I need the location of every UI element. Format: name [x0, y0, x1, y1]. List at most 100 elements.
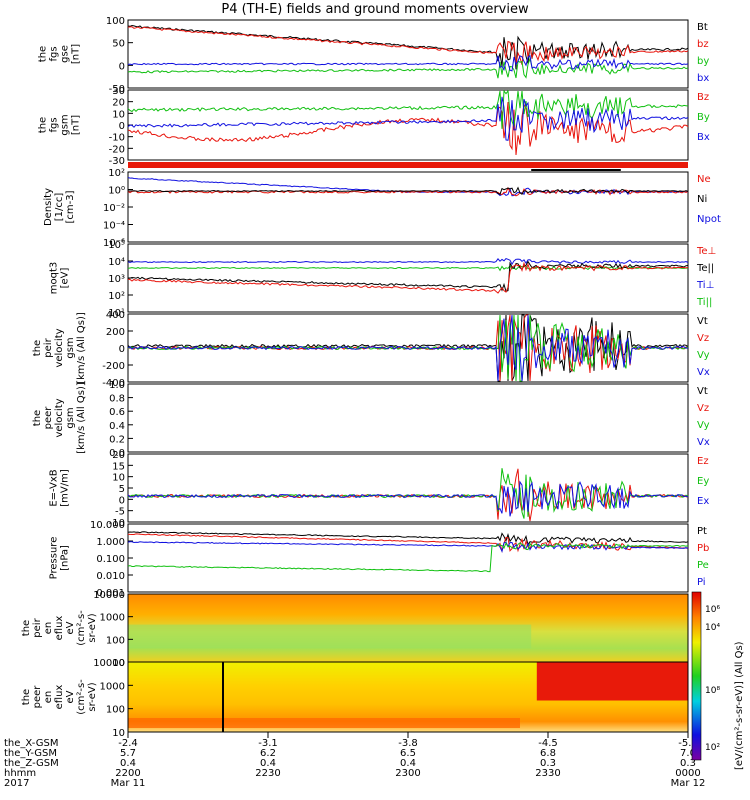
legend-Bz: Bz — [697, 92, 709, 103]
xtick-value: Mar 12 — [671, 778, 706, 789]
ylabel-peir-velocity: thepeirvelocitygsm[km/s (All Qs)] — [32, 312, 87, 384]
legend-bz: bz — [697, 39, 709, 50]
colorbar: 10⁸ 10⁶ 10⁴ 10² [eV/(cm²-s-sr-eV)] (All … — [691, 591, 745, 770]
burst-indicator — [531, 169, 621, 171]
By-line — [127, 89, 689, 129]
panel-fgs-bt: 100 50 0 -50 thefgsgse[nT] Bt bz by bx — [38, 16, 710, 95]
colorbar-label: [eV/(cm²-s-sr-eV)] (All Qs) — [734, 641, 745, 770]
legend-Ni: Ni — [697, 194, 707, 205]
ytick-label: 30 — [112, 86, 125, 97]
colorbar-scale — [691, 591, 702, 761]
Te-perp-line — [127, 261, 689, 294]
ytick-label: 10 — [112, 728, 125, 739]
ytick-label: 10³ — [108, 274, 125, 285]
legend-Pt: Pt — [697, 526, 707, 537]
xtick-value: 0.4 — [260, 758, 276, 769]
panel-pressure: 10.000 1.000 0.100 0.010 0.001 Pressure[nPa] P… — [49, 520, 710, 599]
ytick-label: -10 — [109, 518, 125, 529]
panel-peer-spec: 10000 1000 100 10 thepeerenefluxeV(cm²-s-sr-… — [21, 658, 689, 739]
frame-temperature — [127, 243, 689, 313]
ytick-label: 0.4 — [109, 421, 125, 432]
ytick-label: 0 — [119, 121, 125, 132]
panel-peer-velocity: 1.0 0.8 0.6 0.4 0.2 0.0 thepeervelocitygsm[km/… — [32, 380, 710, 459]
xtick-value: 5.7 — [120, 748, 136, 759]
xtick-value: 0.4 — [400, 758, 416, 769]
ylabel-efield: E=-VxB[mV/m] — [49, 469, 71, 507]
ytick-label: 10² — [108, 291, 125, 302]
legend-Pe: Pe — [697, 560, 709, 571]
ylabel-peir-spec: thepeirenefluxeV(cm²-s-sr-eV) — [21, 610, 98, 646]
xtick-value: 6.5 — [400, 748, 416, 759]
ytick-label: 1000 — [100, 613, 125, 624]
legend-Vt: Vt — [697, 386, 708, 397]
ytick-label: 0.8 — [109, 394, 125, 405]
ytick-label: 0.001 — [96, 588, 125, 599]
legend-Vx: Vx — [697, 367, 710, 378]
legend-Vy: Vy — [697, 420, 710, 431]
xtick-value: 2300 — [395, 768, 420, 779]
legend-Ti||: Ti|| — [696, 297, 712, 308]
ytick-label: 20 — [112, 98, 125, 109]
xaxis-row-label: the_X-GSM — [4, 738, 58, 749]
ytick-label: 0 — [119, 495, 125, 506]
ytick-label: -10 — [109, 133, 125, 144]
colorbar-tick-0: 10⁸ — [705, 686, 720, 696]
Ex-line — [127, 480, 689, 517]
plot-title: P4 (TH-E) fields and ground moments over… — [221, 2, 529, 17]
ytick-label: 400 — [106, 310, 125, 321]
Ey-line — [127, 468, 689, 519]
xtick-value: 7.0 — [680, 748, 696, 759]
legend-Ey: Ey — [697, 476, 709, 487]
Ti-par-line — [127, 264, 688, 272]
legend-Bt: Bt — [697, 22, 708, 33]
ytick-label: 10⁻⁴ — [103, 221, 125, 232]
ytick-label: 10¹ — [108, 308, 125, 319]
ytick-label: 10⁻⁶ — [103, 238, 125, 249]
Pe-line — [127, 542, 689, 573]
xaxis-row-label: the_Y-GSM — [4, 748, 57, 759]
ytick-label: 10⁰ — [108, 186, 125, 197]
ytick-label: 10 — [112, 109, 125, 120]
legend-Te⊥: Te⊥ — [696, 246, 716, 257]
ytick-label: 50 — [112, 39, 125, 50]
ytick-label: 0.0 — [109, 448, 125, 459]
ytick-label: 0.100 — [96, 554, 125, 565]
ytick-label: -400 — [102, 378, 125, 389]
xtick-value: 2230 — [255, 768, 280, 779]
xtick-value: -3.1 — [258, 738, 278, 749]
frame-pressure — [127, 523, 689, 593]
legend-Te||: Te|| — [696, 263, 714, 274]
ytick-label: 100 — [106, 705, 125, 716]
colorbar-tick-1: 10⁶ — [705, 605, 720, 615]
spectrogram-band — [128, 624, 532, 649]
ytick-label: -20 — [109, 144, 125, 155]
legend-bx: bx — [697, 73, 709, 84]
ytick-label: 100 — [106, 635, 125, 646]
colorbar-tick-3: 10² — [705, 743, 720, 753]
legend-Ex: Ex — [697, 496, 709, 507]
colorbar-tick-2: 10⁴ — [705, 623, 720, 633]
spectrogram-band — [128, 718, 520, 728]
xtick-value: -2.4 — [118, 738, 138, 749]
ytick-label: 100 — [106, 16, 125, 27]
legend-Vt: Vt — [697, 316, 708, 327]
Ti-perp-line — [127, 257, 689, 266]
ytick-label: 1000 — [100, 681, 125, 692]
ytick-label: 15 — [112, 461, 125, 472]
ytick-label: 10000 — [93, 658, 125, 669]
ytick-label: 10⁻² — [103, 203, 125, 214]
xtick-value: 0.3 — [540, 758, 556, 769]
xtick-value: -3.8 — [398, 738, 418, 749]
ylabel-fgs-bt: thefgsgse[nT] — [38, 44, 82, 64]
Bx-line — [127, 96, 689, 141]
Ni-line — [127, 186, 689, 195]
frame-fgs-bt — [127, 19, 689, 89]
Bz-line — [127, 101, 689, 156]
xtick-value: 0.3 — [680, 758, 696, 769]
legend-Vz: Vz — [697, 403, 709, 414]
xaxis-row-label: the_Z-GSM — [4, 758, 59, 769]
bt-line — [127, 24, 689, 70]
